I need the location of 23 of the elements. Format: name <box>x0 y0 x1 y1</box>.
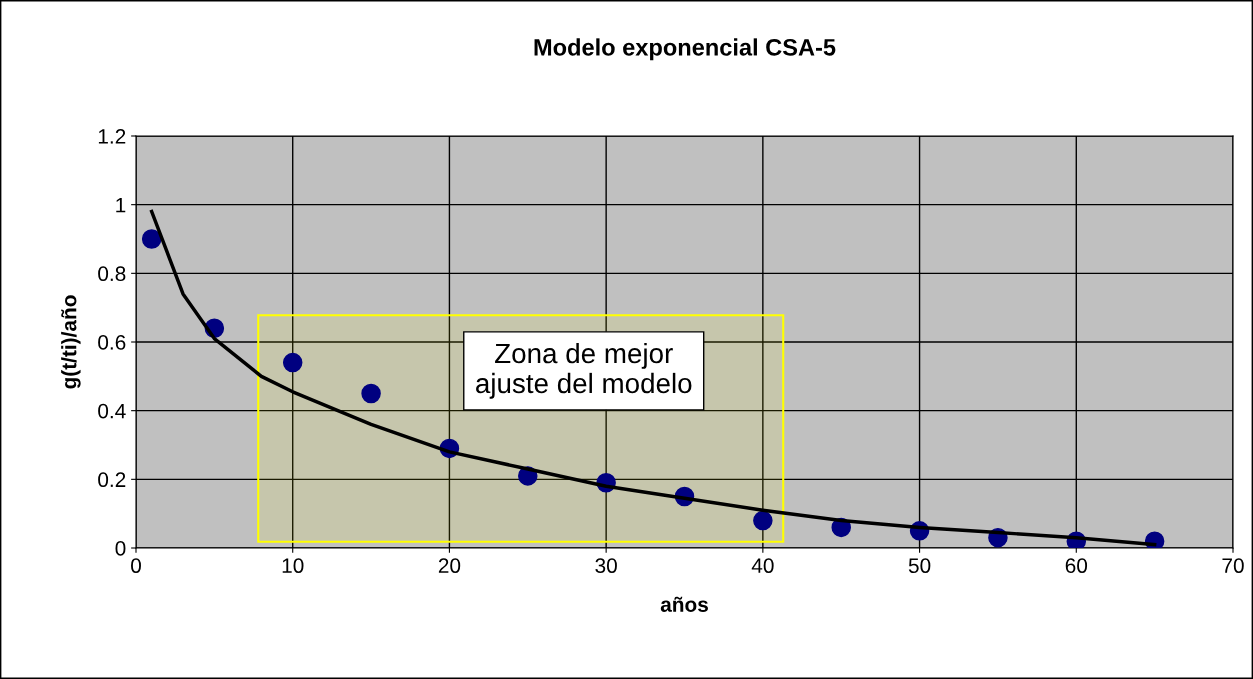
y-tick-label: 1.2 <box>98 129 126 144</box>
x-tick-label: 10 <box>282 558 304 574</box>
y-tick-label: 0.8 <box>98 266 126 282</box>
x-tick-label: 50 <box>908 558 931 574</box>
x-tick-label: 60 <box>1065 558 1088 574</box>
x-tick-label: 40 <box>751 558 774 574</box>
y-tick-label: 0 <box>115 541 126 556</box>
y-tick-label: 0.4 <box>98 403 126 419</box>
point <box>361 383 381 404</box>
y-tick-label: 0.2 <box>98 472 126 488</box>
point <box>141 229 162 249</box>
band-label: Zona de mejor ajuste del modelo <box>476 342 692 399</box>
y-axis-title: g(t/ti)/año <box>61 295 81 389</box>
point <box>282 352 303 373</box>
x-tick-label: 0 <box>131 558 141 574</box>
x-tick-label: 20 <box>438 558 461 574</box>
x-tick-label: 30 <box>595 558 617 574</box>
x-axis-title: años <box>660 596 708 612</box>
y-tick-label: 1 <box>116 197 126 213</box>
chart-title: Modelo exponencial CSA-5 <box>534 38 836 61</box>
y-tick-label: 0.6 <box>98 335 126 350</box>
x-tick-label: 70 <box>1222 558 1244 574</box>
point <box>753 510 773 531</box>
